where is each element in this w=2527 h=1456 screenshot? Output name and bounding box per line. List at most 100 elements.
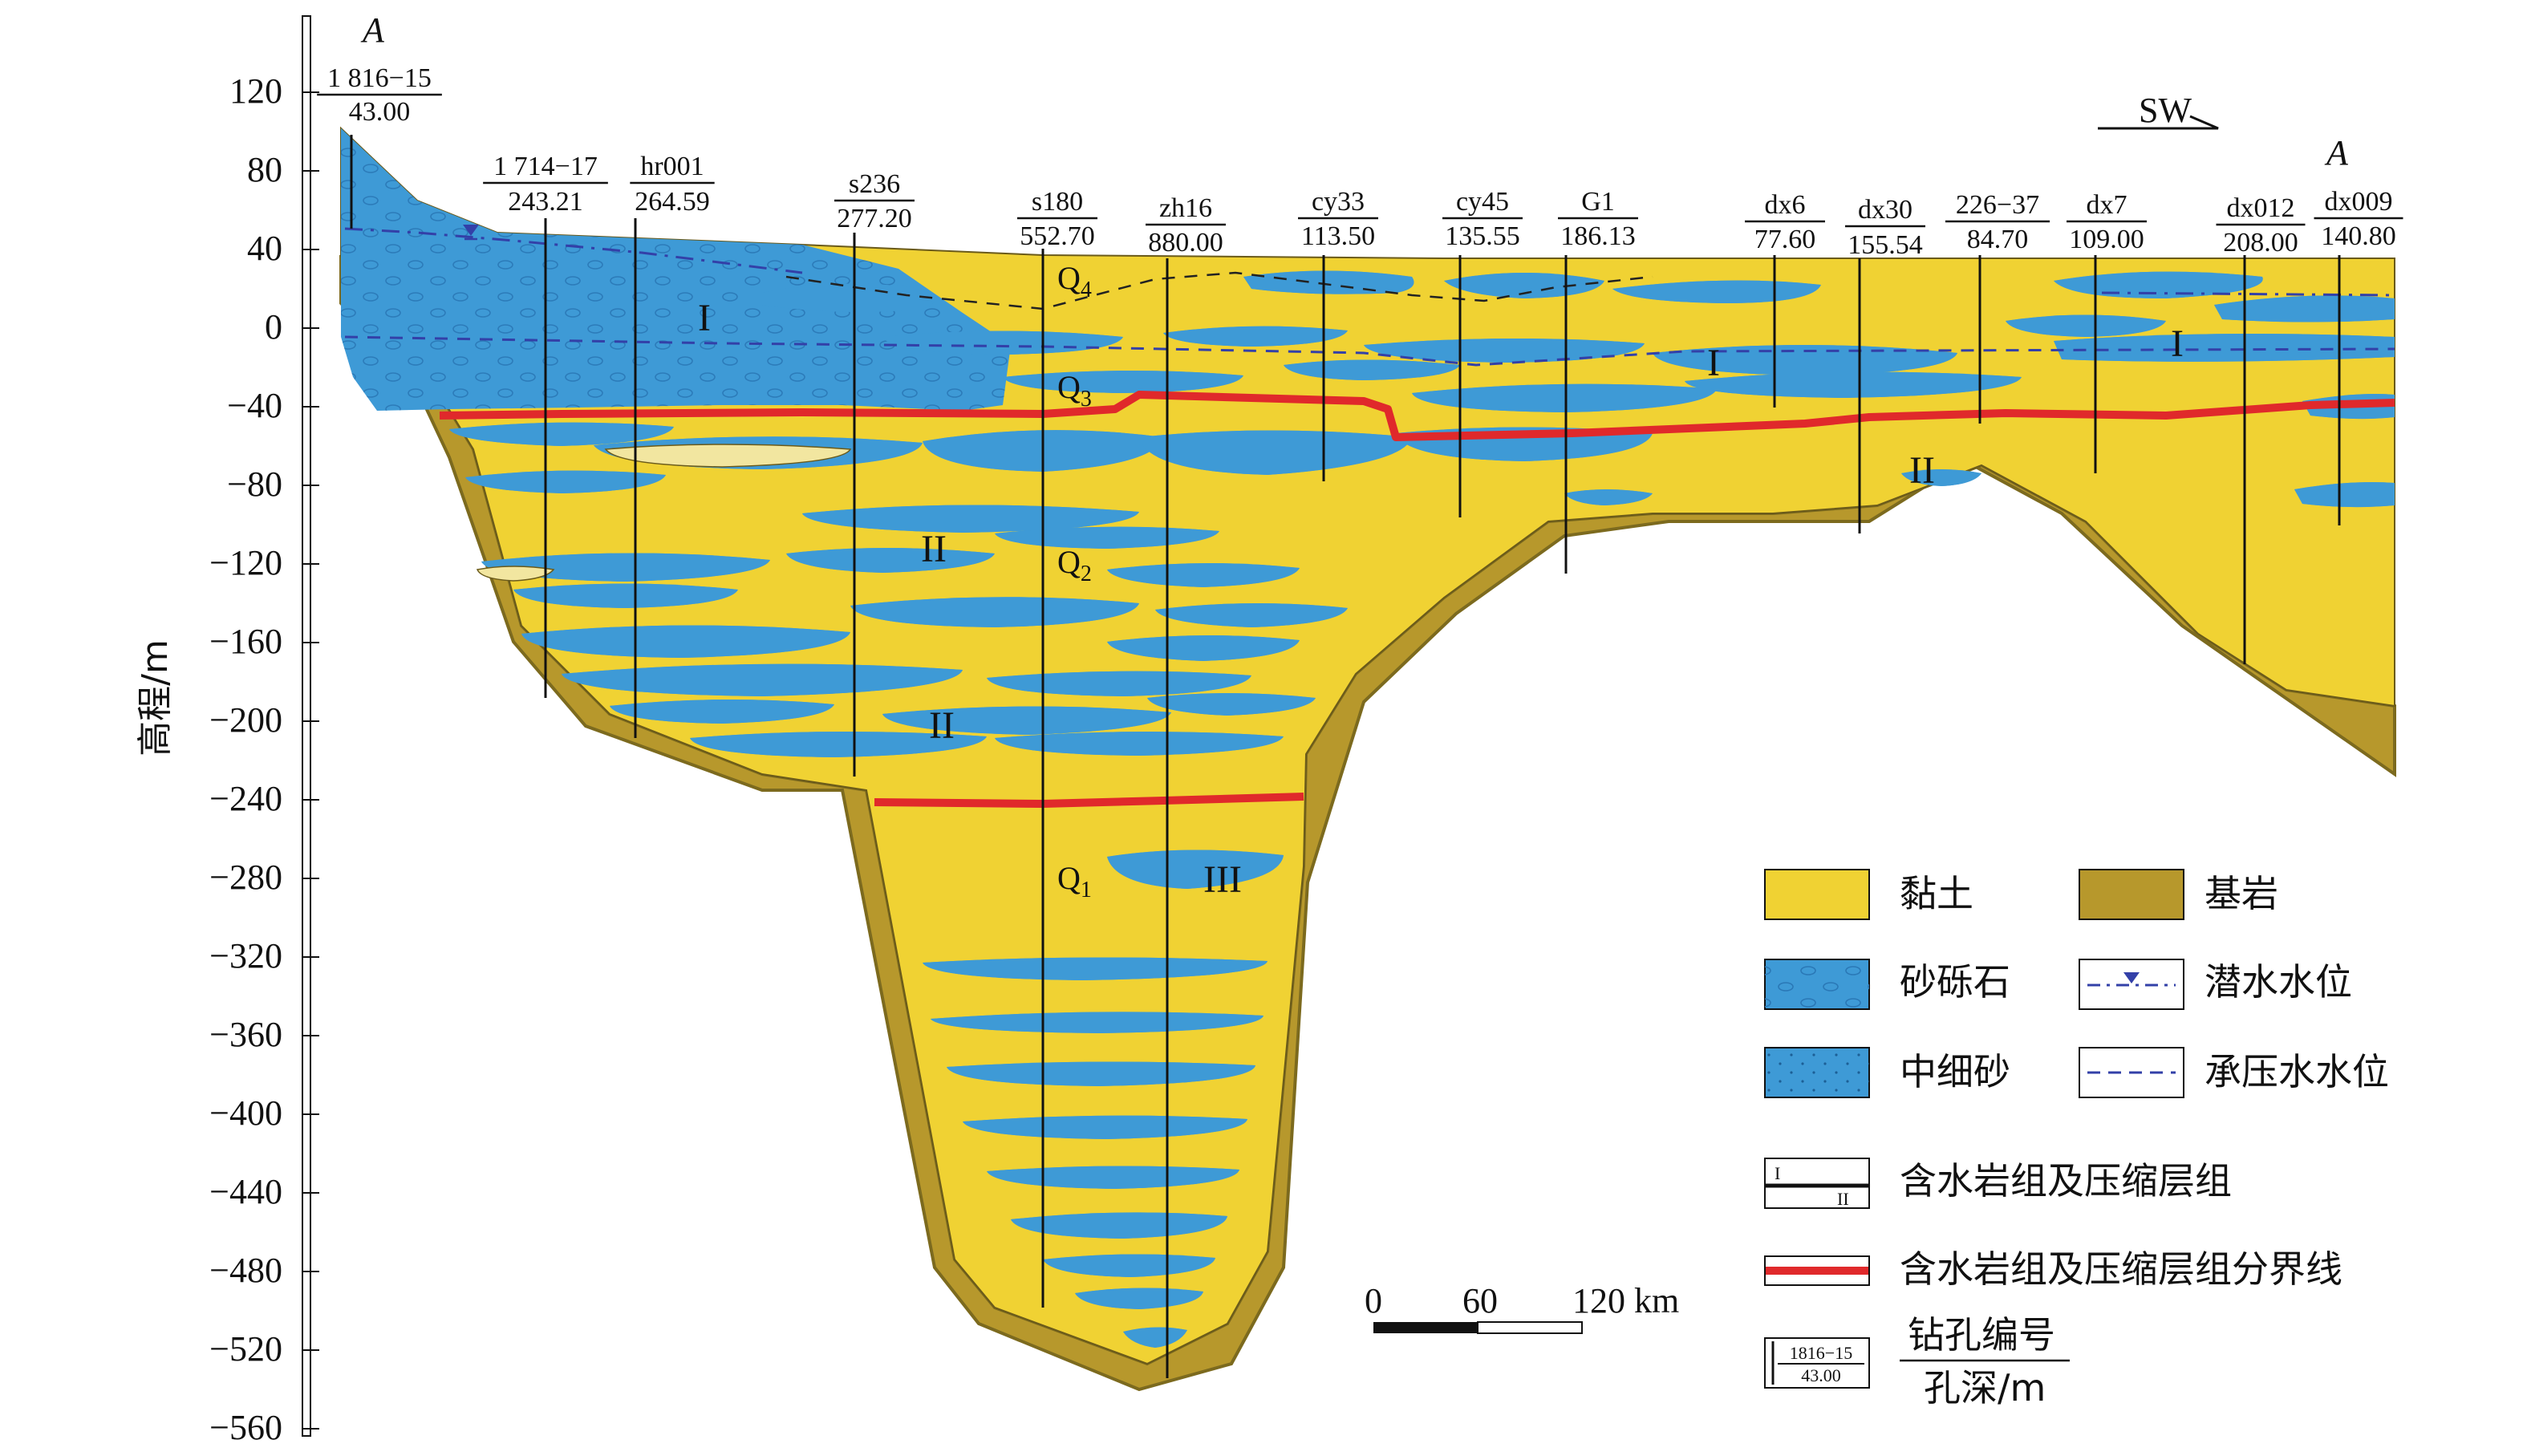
legend-label-clay: 黏土 <box>1900 872 1973 915</box>
section-end-right: A <box>2324 133 2349 172</box>
section-end-left: A <box>360 10 385 50</box>
scale-label-zero: 0 <box>1365 1281 1382 1320</box>
legend-sample-id: 1816−15 <box>1790 1343 1852 1363</box>
aquifer-unit-label: III <box>1203 858 1242 901</box>
legend-swatch-bedrock <box>2079 869 2184 920</box>
tick-label: −520 <box>209 1329 282 1369</box>
tick-label: −360 <box>209 1015 282 1054</box>
tick-label: −400 <box>209 1093 282 1133</box>
water-level-icon <box>2123 972 2140 984</box>
borehole-depth: 77.60 <box>1754 225 1816 254</box>
tick-label: −440 <box>209 1172 282 1211</box>
elevation-axis: 120 80 40 0 −40 −80 −120 −160 −200 −240 … <box>135 15 319 1447</box>
tick-label: 80 <box>247 150 282 189</box>
group-boundary-line <box>439 391 2395 441</box>
borehole-depth: 277.20 <box>837 204 912 233</box>
aquifer-unit-label: II <box>921 528 947 570</box>
borehole-depth: 186.13 <box>1560 221 1636 251</box>
borehole-id: G1 <box>1581 187 1615 217</box>
tick-label: −320 <box>209 936 282 975</box>
strata-label: Q2 <box>1057 544 1092 586</box>
borehole-depth: 264.59 <box>635 187 710 217</box>
legend-label-borehole-number: 钻孔编号 <box>1908 1313 2055 1357</box>
legend-sample-unit: II <box>1837 1189 1849 1209</box>
legend-label-phreatic: 潜水水位 <box>2205 960 2352 1004</box>
legend-swatch-clay <box>1764 869 1870 920</box>
legend-label-confined: 承压水水位 <box>2205 1050 2389 1093</box>
strata-labels: Q4 Q3 Q2 Q1 <box>1057 260 1092 902</box>
legend-sample-depth: 43.00 <box>1801 1365 1841 1385</box>
legend: 黏土 基岩 砂砾石 潜水水位 中细砂 承压水水位 I II 含水岩组及压缩层组 … <box>1764 869 2389 1409</box>
borehole-id: 1 816−15 <box>327 63 432 93</box>
aquifer-unit-label: I <box>1707 342 1720 384</box>
legend-swatch-fine-sand-pattern <box>1765 1048 1869 1097</box>
clay-lens-light <box>476 566 555 582</box>
aquifer-unit-label: I <box>2171 322 2184 365</box>
tick-label: −480 <box>209 1251 282 1290</box>
tick-label: −280 <box>209 858 282 897</box>
clay-lens-light <box>604 444 852 468</box>
tick-label: −80 <box>227 464 282 504</box>
confined-water-level <box>2101 291 2395 297</box>
borehole-id: dx30 <box>1858 195 1912 225</box>
tick-label: 0 <box>265 307 282 347</box>
aquifer-unit-labels: I I I II II II III <box>698 297 2184 901</box>
borehole-id: hr001 <box>640 152 704 181</box>
tick-label: 120 <box>229 71 282 111</box>
borehole-id: dx009 <box>2325 187 2393 217</box>
axis-tick-labels: 120 80 40 0 −40 −80 −120 −160 −200 −240 … <box>209 71 282 1447</box>
legend-label-boundary: 含水岩组及压缩层组分界线 <box>1900 1247 2342 1291</box>
borehole-depth: 135.55 <box>1445 221 1520 251</box>
borehole-id: 226−37 <box>1956 190 2039 220</box>
borehole-depth: 84.70 <box>1967 225 2029 254</box>
borehole-id: s236 <box>849 169 900 199</box>
aquifer-unit-label: II <box>929 704 955 747</box>
tick-label: −40 <box>227 386 282 425</box>
borehole-depth: 140.80 <box>2321 221 2396 251</box>
borehole-labels: 1 816−15 43.00 1 714−17 243.21 hr001 264… <box>317 63 2403 260</box>
scale-label-mid: 60 <box>1462 1281 1498 1320</box>
borehole-id: s180 <box>1032 187 1083 217</box>
borehole-id: zh16 <box>1159 193 1212 223</box>
direction-label: SW <box>2139 91 2192 130</box>
borehole-depth: 109.00 <box>2069 225 2144 254</box>
tick-label: −240 <box>209 779 282 818</box>
legend-label-hole-depth: 孔深/m <box>1924 1366 2046 1409</box>
tick-label: −560 <box>209 1408 282 1447</box>
phreatic-water-level <box>344 227 803 274</box>
confined-water-level <box>785 271 1653 310</box>
scale-label-end: 120 km <box>1572 1281 1679 1320</box>
strata-label: Q4 <box>1057 260 1092 302</box>
strata-label: Q3 <box>1057 369 1092 412</box>
legend-sample-unit: I <box>1775 1163 1780 1183</box>
borehole-id: cy45 <box>1456 187 1509 217</box>
borehole-depth: 208.00 <box>2223 228 2298 258</box>
legend-label-gravel: 砂砾石 <box>1900 960 2010 1004</box>
borehole-id: dx012 <box>2227 193 2295 223</box>
group-boundary-line <box>874 793 1304 809</box>
confined-water-level <box>344 335 2395 367</box>
arrow-icon <box>2098 115 2219 130</box>
legend-swatch-aquifer-group <box>1764 1158 1870 1209</box>
borehole-depth: 155.54 <box>1848 230 1923 260</box>
tick-label: 40 <box>247 229 282 268</box>
borehole-id: cy33 <box>1312 187 1365 217</box>
borehole-id: dx6 <box>1765 190 1806 220</box>
tick-label: −200 <box>209 700 282 740</box>
borehole-depth: 43.00 <box>349 97 411 127</box>
borehole-lines <box>350 135 2341 1378</box>
scale-bar: 0 60 120 km <box>1365 1281 1679 1334</box>
legend-label-bedrock: 基岩 <box>2205 872 2278 915</box>
tick-label: −120 <box>209 543 282 582</box>
aquifer-unit-label: II <box>1909 449 1935 492</box>
borehole-depth: 880.00 <box>1148 228 1223 258</box>
borehole-depth: 552.70 <box>1020 221 1095 251</box>
axis-title: 高程/m <box>135 639 176 756</box>
axis-scale-bar <box>302 15 311 1437</box>
legend-label-fine-sand: 中细砂 <box>1900 1050 2010 1093</box>
tick-label: −160 <box>209 622 282 661</box>
borehole-id: dx7 <box>2087 190 2127 220</box>
legend-label-aquifer-group: 含水岩组及压缩层组 <box>1900 1159 2232 1203</box>
borehole-id: 1 714−17 <box>493 152 598 181</box>
